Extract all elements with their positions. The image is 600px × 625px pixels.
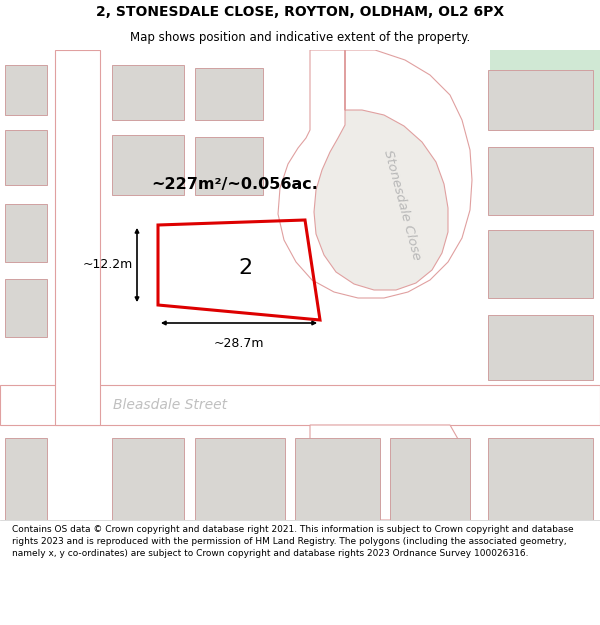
Text: ~28.7m: ~28.7m <box>214 337 264 350</box>
Polygon shape <box>55 50 100 425</box>
Polygon shape <box>490 50 600 100</box>
Text: Bleasdale Street: Bleasdale Street <box>113 398 227 412</box>
Polygon shape <box>295 438 380 520</box>
Text: ~12.2m: ~12.2m <box>83 259 133 271</box>
Polygon shape <box>195 438 285 520</box>
Polygon shape <box>488 315 593 380</box>
Polygon shape <box>310 425 470 520</box>
Text: Stonesdale Close: Stonesdale Close <box>381 149 423 261</box>
Polygon shape <box>488 230 593 298</box>
Polygon shape <box>314 50 448 290</box>
Text: Contains OS data © Crown copyright and database right 2021. This information is : Contains OS data © Crown copyright and d… <box>12 525 574 558</box>
Polygon shape <box>5 130 47 185</box>
Polygon shape <box>488 147 593 215</box>
Polygon shape <box>540 100 600 130</box>
Polygon shape <box>112 438 184 520</box>
Polygon shape <box>278 50 472 298</box>
Text: 2, STONESDALE CLOSE, ROYTON, OLDHAM, OL2 6PX: 2, STONESDALE CLOSE, ROYTON, OLDHAM, OL2… <box>96 6 504 19</box>
Polygon shape <box>5 279 47 337</box>
Polygon shape <box>5 65 47 115</box>
Polygon shape <box>112 135 184 195</box>
Text: Map shows position and indicative extent of the property.: Map shows position and indicative extent… <box>130 31 470 44</box>
Polygon shape <box>195 68 263 120</box>
Polygon shape <box>390 438 470 520</box>
Polygon shape <box>488 70 593 130</box>
Polygon shape <box>195 137 263 195</box>
Polygon shape <box>0 385 600 425</box>
Polygon shape <box>5 204 47 262</box>
Text: ~227m²/~0.056ac.: ~227m²/~0.056ac. <box>152 177 319 192</box>
Polygon shape <box>112 65 184 120</box>
Text: 2: 2 <box>238 258 252 278</box>
Polygon shape <box>5 438 47 520</box>
Polygon shape <box>488 438 593 520</box>
